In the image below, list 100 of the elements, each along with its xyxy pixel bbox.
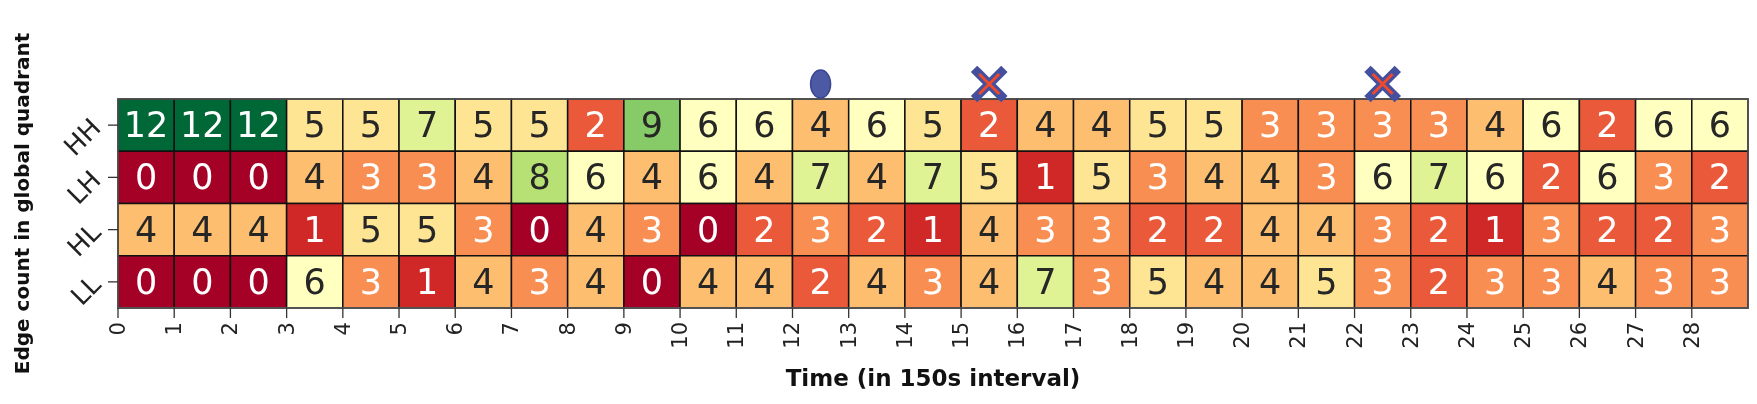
data-label: 1 xyxy=(921,209,945,250)
data-label: 7 xyxy=(809,157,832,198)
data-label: 3 xyxy=(1259,105,1282,146)
x-tick-label: 4 xyxy=(330,322,355,336)
x-tick-label: 6 xyxy=(443,322,468,336)
x-tick-label: 7 xyxy=(499,322,524,336)
x-tick-label: 24 xyxy=(1454,322,1479,349)
x-axis-title: Time (in 150s interval) xyxy=(785,365,1081,391)
x-tick-label: 3 xyxy=(274,322,299,336)
data-label: 0 xyxy=(247,261,270,302)
data-label: 5 xyxy=(303,105,326,146)
data-label: 3 xyxy=(359,157,383,198)
data-label: 5 xyxy=(359,105,383,146)
data-label: 4 xyxy=(865,261,888,302)
data-label: 5 xyxy=(1146,261,1169,302)
data-label: 5 xyxy=(359,209,383,250)
data-label: 3 xyxy=(1652,261,1675,302)
data-label: 5 xyxy=(528,105,551,146)
data-label: 7 xyxy=(1034,261,1057,302)
data-label: 7 xyxy=(921,157,945,198)
x-tick-label: 16 xyxy=(1005,322,1030,349)
x-tick-label: 13 xyxy=(836,322,861,349)
data-label: 4 xyxy=(753,261,776,302)
data-label: 4 xyxy=(1034,105,1057,146)
x-tick-label: 22 xyxy=(1342,322,1367,349)
x-tick-label: 28 xyxy=(1679,322,1704,349)
data-label: 4 xyxy=(584,261,607,302)
data-label: 0 xyxy=(247,157,270,198)
data-label: 4 xyxy=(472,157,495,198)
data-label: 4 xyxy=(303,157,326,198)
data-label: 5 xyxy=(1090,157,1113,198)
data-label: 3 xyxy=(1371,209,1394,250)
data-label: 3 xyxy=(359,261,383,302)
data-label: 3 xyxy=(1540,209,1563,250)
data-label: 3 xyxy=(416,157,439,198)
data-label: 4 xyxy=(1202,157,1226,198)
data-label: 2 xyxy=(1427,261,1450,302)
data-label: 3 xyxy=(1090,209,1113,250)
data-label: 3 xyxy=(1315,157,1338,198)
data-label: 2 xyxy=(1708,157,1732,198)
data-label: 0 xyxy=(191,261,214,302)
data-label: 2 xyxy=(1596,209,1619,250)
x-tick-label: 17 xyxy=(1061,322,1086,349)
x-tick-label: 9 xyxy=(611,322,636,336)
data-label: 1 xyxy=(1034,157,1057,198)
data-label: 3 xyxy=(1315,105,1338,146)
data-label: 6 xyxy=(1483,157,1507,198)
data-label: 3 xyxy=(1427,105,1450,146)
x-tick-label: 10 xyxy=(668,322,693,349)
data-label: 6 xyxy=(1596,157,1619,198)
data-label: 6 xyxy=(697,157,720,198)
data-label: 3 xyxy=(472,209,495,250)
data-label: 0 xyxy=(528,209,551,250)
data-label: 3 xyxy=(1090,261,1113,302)
data-label: 8 xyxy=(528,157,551,198)
y-tick-label: LH xyxy=(61,164,107,211)
data-label: 2 xyxy=(1540,157,1563,198)
data-label: 3 xyxy=(1483,261,1507,302)
data-label: 4 xyxy=(584,209,607,250)
y-tick-label: LL xyxy=(64,268,107,311)
data-label: 0 xyxy=(191,157,214,198)
data-label: 2 xyxy=(978,105,1001,146)
data-label: 3 xyxy=(1708,261,1732,302)
data-label: 5 xyxy=(921,105,945,146)
data-label: 9 xyxy=(640,105,664,146)
data-label: 5 xyxy=(1146,105,1169,146)
x-tick-label: 26 xyxy=(1567,322,1592,349)
x-tick-label: 25 xyxy=(1511,322,1536,349)
data-label: 0 xyxy=(134,261,158,302)
data-label: 4 xyxy=(1596,261,1619,302)
x-tick-label: 19 xyxy=(1173,322,1198,349)
x-tick-label: 23 xyxy=(1398,322,1423,349)
data-label: 6 xyxy=(753,105,776,146)
data-label: 3 xyxy=(1540,261,1563,302)
data-label: 6 xyxy=(303,261,326,302)
data-label: 4 xyxy=(1090,105,1113,146)
data-label: 12 xyxy=(180,105,225,146)
x-tick-label: 11 xyxy=(724,322,749,349)
x-tick-label: 15 xyxy=(949,322,974,349)
data-label: 4 xyxy=(472,261,495,302)
x-tick-label: 5 xyxy=(387,322,412,336)
data-label: 5 xyxy=(1315,261,1338,302)
x-tick-label: 27 xyxy=(1623,322,1648,349)
data-label: 4 xyxy=(1259,209,1282,250)
data-label: 2 xyxy=(1596,105,1619,146)
data-label: 4 xyxy=(1483,105,1507,146)
data-label: 1 xyxy=(303,209,326,250)
data-label: 5 xyxy=(1202,105,1226,146)
data-label: 4 xyxy=(247,209,270,250)
data-label: 5 xyxy=(416,209,439,250)
data-label: 2 xyxy=(1202,209,1226,250)
data-label: 4 xyxy=(865,157,888,198)
data-label: 3 xyxy=(921,261,945,302)
data-label: 4 xyxy=(753,157,776,198)
x-tick-label: 0 xyxy=(106,322,130,336)
data-label: 3 xyxy=(1371,261,1394,302)
data-label: 0 xyxy=(697,209,720,250)
data-label: 2 xyxy=(865,209,888,250)
x-tick-label: 20 xyxy=(1230,322,1255,349)
data-label: 3 xyxy=(640,209,664,250)
